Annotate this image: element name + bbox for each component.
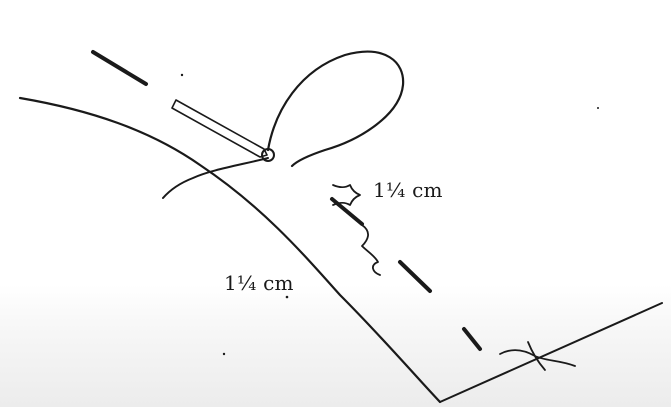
fabric-right-edge	[439, 302, 663, 403]
thread-loop	[266, 50, 405, 168]
needle-icon	[171, 99, 268, 158]
stitch-dash-top-left	[91, 50, 148, 86]
fabric-fold-edge	[18, 96, 442, 404]
measurement-label-lower: 1¼ cm	[224, 271, 294, 295]
measure-brace-upper	[332, 184, 361, 206]
ink-speck-2	[285, 295, 289, 299]
ink-speck-4	[597, 107, 599, 109]
stitch-crossing-bottom	[527, 341, 546, 371]
stitch-dash-3	[462, 327, 482, 351]
thread-tail	[162, 157, 269, 199]
stitch-dash-2	[398, 260, 432, 293]
ink-speck-3	[222, 352, 226, 356]
measurement-label-upper: 1¼ cm	[373, 178, 443, 202]
stitch-dash-1	[330, 197, 364, 226]
ink-speck-1	[180, 73, 184, 77]
measure-brace-lower	[361, 224, 381, 276]
